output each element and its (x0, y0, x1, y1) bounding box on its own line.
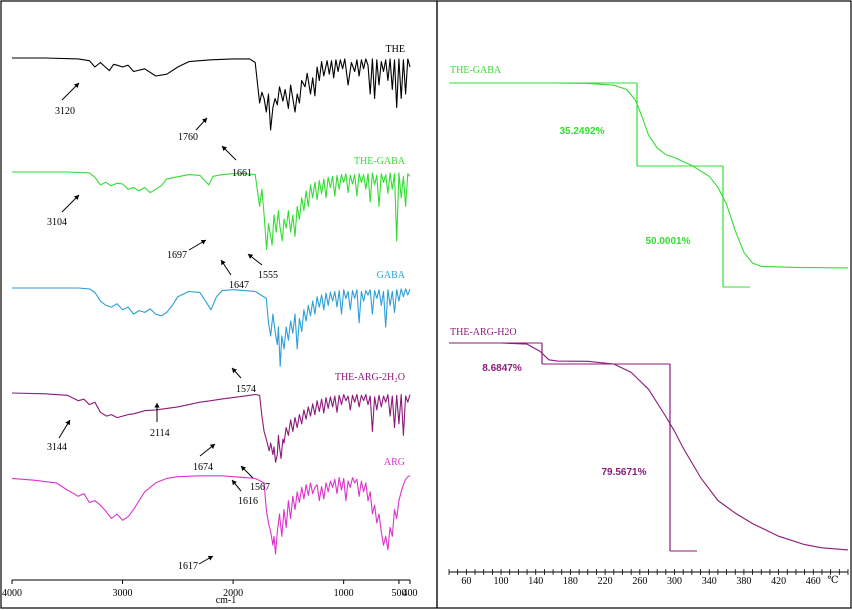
tga-x-tick-label: 460 (806, 576, 821, 587)
tga-series-the-arg-h2o: THE-ARG-H2O 8.6847% 79.5671% (449, 327, 849, 552)
peak-annotation-2114: 2114 (150, 403, 170, 439)
tga-x-tick-label: 340 (702, 576, 717, 587)
peak-label: 3120 (55, 106, 75, 117)
ftir-x-tick-label: 3000 (113, 588, 133, 599)
peak-annotation-3120: 3120 (55, 82, 80, 117)
arrow-head (202, 118, 207, 124)
tga-series-label: THE-GABA (450, 65, 502, 76)
arrow-head (221, 260, 226, 266)
tga-x-tick-label: 300 (667, 576, 682, 587)
peak-label: 1555 (258, 270, 278, 281)
tga-x-tick-label: 380 (736, 576, 751, 587)
ftir-x-tick-label: 400 (403, 588, 418, 599)
peak-annotation-1616: 1616 (231, 479, 258, 507)
peak-annotation-1760: 1760 (178, 117, 208, 143)
tga-x-tick-label: 180 (563, 576, 578, 587)
peak-annotation-1574: 1574 (231, 367, 256, 395)
ftir-x-tick-label: 2000 (223, 588, 243, 599)
ftir-series-label-the-gaba: THE-GABA (354, 156, 406, 167)
peak-label: 1661 (232, 168, 252, 179)
ftir-line-the (12, 57, 411, 131)
ftir-line-the-arg-2h2o (11, 392, 411, 463)
arrow-head (65, 420, 70, 426)
tga-step-percent: 35.2492% (559, 126, 604, 137)
tga-x-tick-label: 60 (461, 576, 471, 587)
peak-annotation-3144: 3144 (47, 419, 71, 453)
ftir-line-gaba (12, 287, 411, 367)
peak-annotation-1617: 1617 (178, 555, 214, 572)
peak-annotation-1567: 1567 (240, 465, 270, 493)
arrow-head (232, 368, 237, 374)
ftir-series-label-arg: ARG (384, 457, 405, 468)
arrow-head (73, 195, 79, 201)
ftir-xlabel: cm-1 (216, 595, 237, 606)
peak-annotation-3104: 3104 (47, 194, 80, 228)
tga-panel-frame (436, 0, 852, 609)
arrow-head (207, 555, 213, 561)
tga-series-the-gaba: THE-GABA 35.2492% 50.0001% (449, 65, 849, 288)
arrow-head (232, 480, 237, 486)
peak-label: 1567 (250, 482, 270, 493)
ftir-x-tick-label: 500 (391, 588, 406, 599)
peak-annotation-1697: 1697 (167, 239, 207, 261)
arrow-head (73, 83, 79, 89)
tga-series-label: THE-ARG-H2O (450, 327, 517, 338)
tga-step-percent: 8.6847% (482, 363, 522, 374)
tga-x-tick-label: 260 (632, 576, 647, 587)
tga-x-tick-label: 100 (494, 576, 509, 587)
ftir-series-label-the: THE (386, 44, 405, 55)
peak-label: 1760 (178, 132, 198, 143)
tga-step-percent: 79.5671% (601, 467, 646, 478)
tga-step-percent: 50.0001% (645, 236, 690, 247)
peak-annotation-1555: 1555 (247, 253, 278, 281)
arrow-head (241, 466, 247, 472)
ftir-chart: THE THE-GABA GABA THE-ARG-2H₂O ARG 3120 1760 16… (2, 44, 418, 599)
peak-label: 2114 (150, 428, 170, 439)
peak-label: 1647 (229, 280, 249, 291)
arrow-head (200, 240, 206, 245)
tga-chart: THE-GABA 35.2492% 50.0001% THE-ARG-H2O 8.684… (448, 65, 849, 587)
ftir-series-label-the-arg-2h2o: THE-ARG-2H₂O (335, 372, 405, 383)
peak-label: 1697 (167, 250, 187, 261)
ftir-x-tick-label: 1000 (334, 588, 354, 599)
arrow-head (222, 146, 228, 152)
ftir-x-tick-label: 4000 (2, 588, 22, 599)
arrow-head (248, 254, 254, 259)
peak-label: 1674 (193, 462, 213, 473)
peak-label: 3144 (47, 442, 67, 453)
ftir-line-arg (11, 475, 411, 555)
tga-x-tick-label: 420 (771, 576, 786, 587)
peak-label: 1574 (236, 384, 256, 395)
peak-annotation-1661: 1661 (221, 145, 252, 179)
ftir-series-label-gaba: GABA (377, 270, 406, 281)
tga-x-tick-label: 220 (598, 576, 613, 587)
arrow-head (154, 403, 160, 408)
peak-label: 1616 (238, 496, 258, 507)
tga-x-tick-label: 140 (528, 576, 543, 587)
peak-annotation-1647: 1647 (220, 259, 249, 291)
ftir-line-the-gaba (12, 171, 411, 250)
peak-annotation-1674: 1674 (193, 443, 216, 473)
peak-label: 3104 (47, 217, 67, 228)
tga-curve (449, 342, 849, 551)
peak-label: 1617 (178, 561, 198, 572)
tga-x-unit: ℃ (827, 575, 838, 586)
arrow-head (209, 444, 215, 449)
